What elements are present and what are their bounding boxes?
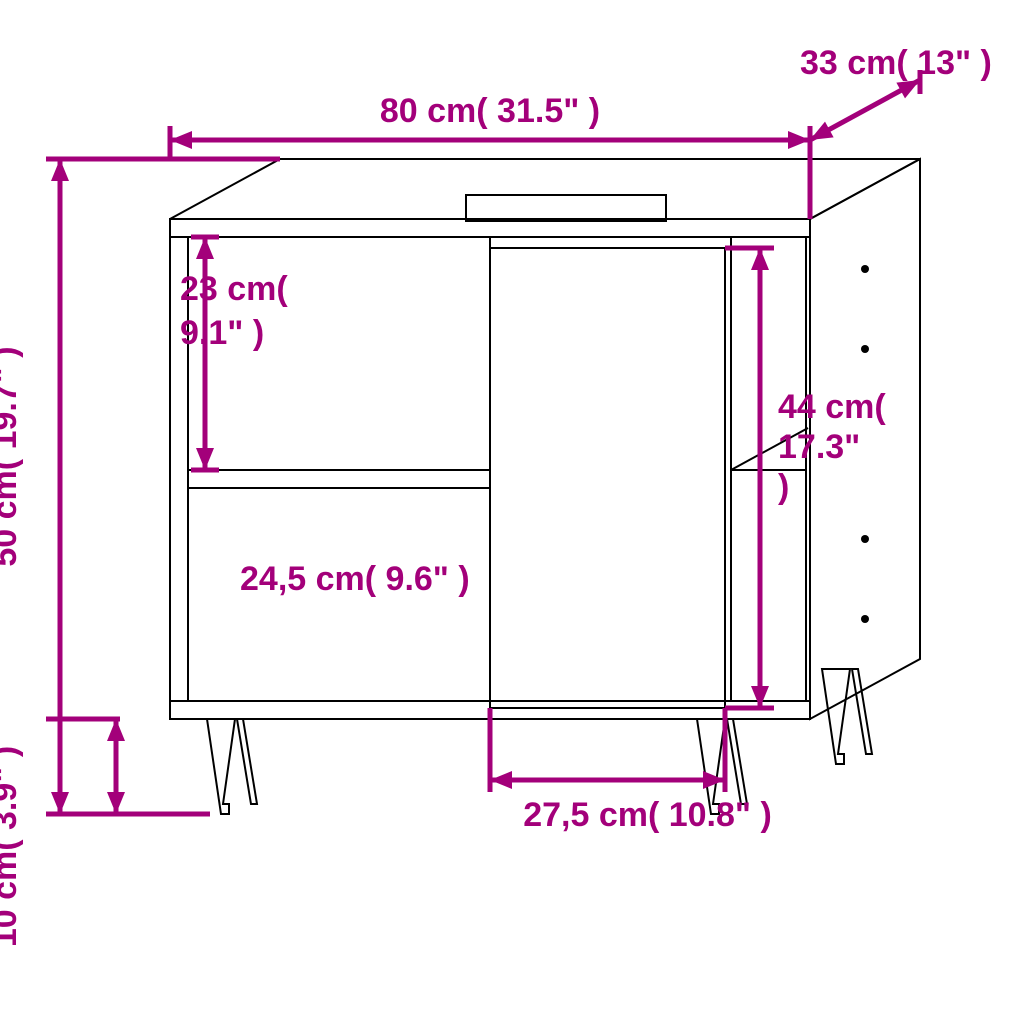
dim-shelf-lower: 24,5 cm( 9.6" ) bbox=[240, 560, 470, 598]
dimensions: 80 cm( 31.5" ) 33 cm( 13" ) 50 cm( 19.7" )… bbox=[0, 44, 992, 947]
dim-shelf-upper: 23 cm( bbox=[180, 270, 288, 308]
dim-door-height: 44 cm( bbox=[778, 388, 886, 426]
cabinet-drawing bbox=[170, 159, 920, 814]
dim-depth: 33 cm( 13" ) bbox=[800, 44, 992, 82]
svg-text:17.3": 17.3" bbox=[778, 428, 860, 466]
svg-text:9.1" ): 9.1" ) bbox=[180, 314, 264, 352]
dim-door-width: 27,5 cm( 10.8" ) bbox=[523, 796, 772, 834]
dim-leg: 10 cm( 3.9" ) bbox=[0, 746, 24, 947]
svg-text:): ) bbox=[778, 468, 789, 506]
dim-height: 50 cm( 19.7" ) bbox=[0, 346, 24, 566]
dim-width: 80 cm( 31.5" ) bbox=[380, 92, 600, 130]
